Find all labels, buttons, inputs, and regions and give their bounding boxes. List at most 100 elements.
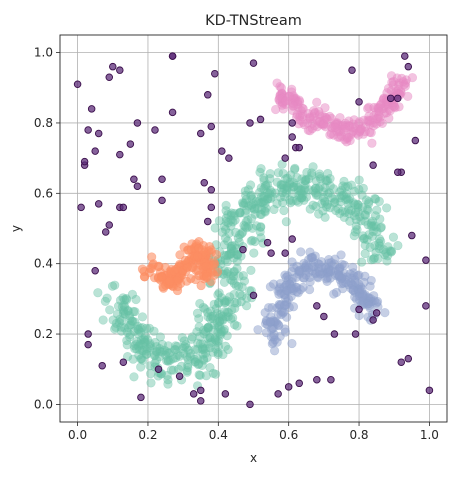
noise-point [154,365,163,373]
cluster-point [382,251,393,261]
cluster-point [116,326,127,336]
cluster-point [214,297,224,308]
cluster-point [308,186,318,196]
x-axis-label: x [250,451,257,465]
cluster-point [123,322,134,333]
cluster-point [247,194,257,204]
cluster-point [385,106,395,116]
cluster-point [185,351,195,362]
cluster-point [179,336,189,346]
cluster-point [211,369,221,379]
cluster-point [192,251,203,261]
cluster-point [178,343,188,354]
cluster-point [369,253,380,263]
cluster-point [195,370,205,380]
cluster-point [169,266,179,276]
cluster-point [339,176,349,186]
noise-point [355,98,363,106]
cluster-point [175,351,185,361]
cluster-point [222,331,232,341]
cluster-point [173,350,183,360]
cluster-point [241,194,251,205]
cluster-point [130,307,140,317]
cluster-point [220,255,230,265]
cluster-point [122,352,133,362]
cluster-point [282,183,292,193]
cluster-point [205,343,215,353]
cluster-point [226,208,237,218]
cluster-point [256,192,267,202]
cluster-point [251,196,262,206]
cluster-point [342,132,352,142]
cluster-point [126,319,136,330]
noise-point [87,105,96,113]
cluster-point [195,339,206,349]
cluster-point [215,316,225,327]
cluster-point [203,333,213,343]
cluster-point [182,352,192,362]
cluster-point [197,344,207,354]
cluster-point [310,183,321,193]
noise-point [249,291,258,300]
cluster-point [212,337,223,347]
cluster-point [315,182,325,192]
cluster-point [262,194,272,204]
cluster-point [208,368,218,378]
cluster-point [122,335,132,346]
cluster-point [256,183,266,193]
cluster-point [278,180,288,190]
noise-point [351,330,360,338]
noise-point [327,376,335,384]
cluster-point [130,317,140,327]
cluster-point [110,280,120,290]
noise-point [320,312,328,321]
cluster-point [357,190,367,200]
cluster-point [272,177,282,187]
cluster-point [192,344,203,354]
cluster-point [124,311,135,321]
cluster-point [351,221,361,231]
cluster-point [128,316,138,326]
cluster-point [319,187,329,197]
cluster-point [202,271,212,281]
cluster-point [200,304,210,314]
cluster-point [376,222,386,232]
cluster-point [218,311,228,321]
cluster-point [328,184,339,194]
cluster-point [214,316,225,326]
cluster-point [304,174,314,184]
cluster-point [255,222,266,232]
cluster-point [339,212,349,222]
cluster-point [351,214,361,225]
cluster-point [219,277,230,287]
cluster-point [163,355,173,365]
cluster-point [297,103,307,113]
cluster-point [192,327,202,337]
cluster-point [289,101,299,111]
cluster-point [223,209,233,220]
cluster-point [363,220,373,230]
cluster-point [361,195,372,205]
cluster-point [300,179,310,190]
cluster-point [356,123,367,134]
cluster-point [120,302,130,312]
cluster-point [366,221,376,231]
cluster-point [375,214,385,224]
cluster-point [229,208,239,219]
cluster-point [199,355,209,365]
cluster-point [136,362,146,372]
cluster-point [123,306,133,316]
noise-point [105,221,114,229]
noise-point [281,249,289,257]
cluster-point [380,308,390,318]
cluster-point [227,241,237,251]
cluster-point [368,226,378,237]
cluster-point [359,233,369,244]
cluster-point [261,203,271,213]
cluster-point [140,337,150,347]
cluster-3 [271,71,418,148]
cluster-point [228,313,238,323]
cluster-point [194,359,204,369]
cluster-point [238,227,248,237]
noise-point [116,150,124,159]
